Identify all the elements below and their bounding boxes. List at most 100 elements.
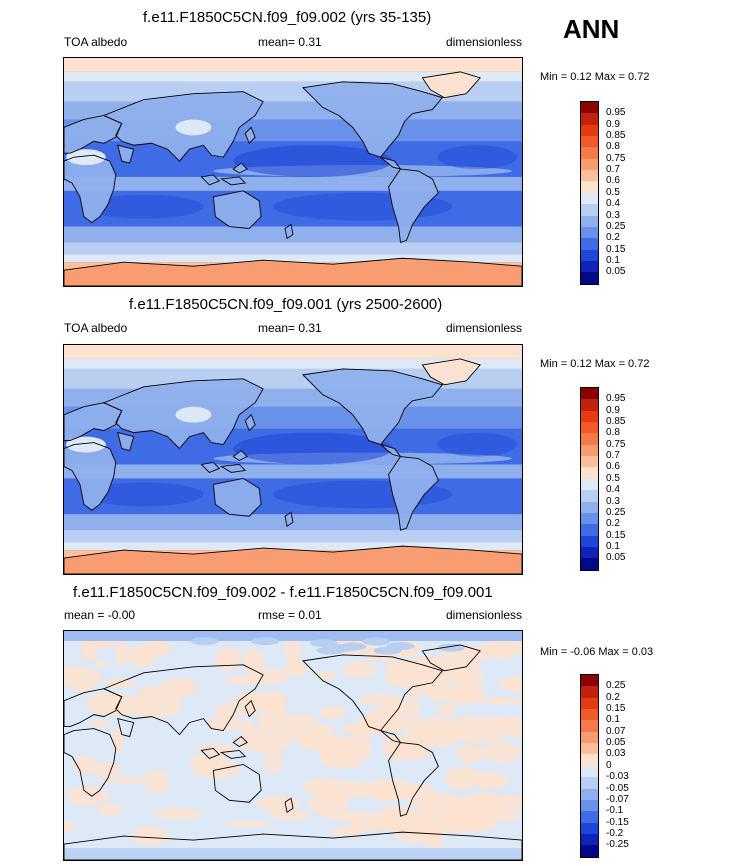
colorbar-swatch	[581, 260, 598, 273]
colorbar-tick-label: -0.03	[606, 771, 629, 783]
colorbar-tick-label: 0.25	[606, 506, 626, 518]
colorbar-tick-label: 0.6	[606, 461, 620, 473]
colorbar-swatch	[581, 720, 598, 733]
colorbar-swatch	[581, 410, 598, 423]
colorbar-swatch	[581, 444, 598, 457]
panel-2-units-label: dimensionless	[446, 321, 523, 335]
colorbar-swatch	[581, 238, 598, 251]
colorbar-tick-label: 0.3	[606, 209, 620, 221]
colorbar-tick-label: 0.7	[606, 450, 620, 462]
colorbar-swatch	[581, 113, 598, 126]
colorbar-tick-label: 0.05	[606, 737, 626, 749]
colorbar-tick-label: 0	[606, 759, 612, 771]
colorbar-tick-label: 0.9	[606, 118, 620, 130]
colorbar-tick-label: 0.3	[606, 495, 620, 507]
colorbar-swatch	[581, 799, 598, 812]
colorbar-swatch	[581, 501, 598, 514]
colorbar-swatch	[581, 102, 598, 114]
colorbar-tick-label: 0.4	[606, 198, 620, 210]
colorbar-swatch	[581, 170, 598, 182]
panel-1-title: f.e11.F1850C5CN.f09_f09.002 (yrs 35-135)	[143, 9, 432, 26]
colorbar-swatch	[581, 675, 598, 687]
colorbar-tick-label: 0.85	[606, 130, 626, 142]
colorbar-tick-label: 0.15	[606, 703, 626, 715]
colorbar-frame	[580, 387, 599, 571]
colorbar-frame	[580, 101, 599, 285]
colorbar-swatch	[581, 467, 598, 480]
colorbar-swatch	[581, 490, 598, 502]
colorbar-tick-label: 0.1	[606, 540, 620, 552]
colorbar-frame	[580, 674, 599, 858]
colorbar-swatch	[581, 272, 598, 285]
colorbar-swatch	[581, 686, 598, 699]
colorbar-swatch	[581, 777, 598, 789]
colorbar-tick-label: -0.2	[606, 827, 624, 839]
panel-3-units-label: dimensionless	[446, 608, 523, 622]
colorbar-tick-label: 0.07	[606, 725, 626, 737]
colorbar-swatch	[581, 422, 598, 434]
colorbar-swatch	[581, 731, 598, 744]
colorbar-swatch	[581, 433, 598, 446]
panel-1-mean-label: mean= 0.31	[258, 35, 322, 49]
colorbar-tick-label: 0.75	[606, 438, 626, 450]
colorbar-swatch	[581, 524, 598, 537]
colorbar-tick-label: 0.5	[606, 472, 620, 484]
colorbar-tick-label: -0.05	[606, 782, 629, 794]
season-label: ANN	[563, 14, 620, 44]
colorbar-tick-label: 0.2	[606, 691, 620, 703]
colorbar-swatch	[581, 249, 598, 262]
colorbar-swatch	[581, 512, 598, 525]
colorbar-tick-label: 0.15	[606, 529, 626, 541]
colorbar-tick-label: 0.2	[606, 232, 620, 244]
colorbar-swatch	[581, 822, 598, 835]
colorbar-tick-label: 0.8	[606, 427, 620, 439]
colorbar-tick-label: 0.5	[606, 186, 620, 198]
colorbar-swatch	[581, 124, 598, 137]
colorbar-tick-label: 0.03	[606, 748, 626, 760]
colorbar-swatch	[581, 388, 598, 400]
colorbar-tick-label: 0.6	[606, 175, 620, 187]
colorbar-swatch	[581, 546, 598, 559]
colorbar-swatch	[581, 215, 598, 228]
colorbar-tick-label: 0.1	[606, 254, 620, 266]
colorbar-tick-label: 0.05	[606, 266, 626, 278]
colorbar-swatch	[581, 754, 598, 767]
panel-1-units-label: dimensionless	[446, 35, 523, 49]
colorbar-swatch	[581, 535, 598, 548]
colorbar-tick-label: 0.95	[606, 393, 626, 405]
colorbar-tick-label: -0.1	[606, 805, 624, 817]
panel-3-mean-label: mean = -0.00	[64, 608, 136, 622]
colorbar-tick-label: 0.05	[606, 552, 626, 564]
panel-2-map	[63, 344, 523, 575]
colorbar-swatch	[581, 158, 598, 171]
colorbar-tick-label: 0.4	[606, 484, 620, 496]
colorbar-tick-label: 0.85	[606, 416, 626, 428]
colorbar-swatch	[581, 743, 598, 755]
colorbar-swatch	[581, 833, 598, 846]
colorbar-swatch	[581, 845, 598, 858]
colorbar-tick-label: 0.1	[606, 714, 620, 726]
colorbar-tick-label: 0.7	[606, 164, 620, 176]
colorbar-tick-label: -0.15	[606, 816, 629, 828]
colorbar-swatch	[581, 147, 598, 160]
panel-2-minmax: Min = 0.12 Max = 0.72	[540, 358, 650, 370]
colorbar-swatch	[581, 136, 598, 148]
colorbar-swatch	[581, 697, 598, 710]
colorbar-tick-label: 0.25	[606, 220, 626, 232]
colorbar-tick-label: -0.25	[606, 839, 629, 851]
panel-3-map	[63, 630, 523, 861]
panel-2-variable-label: TOA albedo	[64, 321, 128, 335]
panel-1-variable-label: TOA albedo	[64, 35, 128, 49]
colorbar-tick-label: 0.2	[606, 518, 620, 530]
colorbar-tick-label: 0.95	[606, 107, 626, 119]
colorbar-tick-label: 0.75	[606, 152, 626, 164]
colorbar-swatch	[581, 558, 598, 571]
panel-3-rmse-label: rmse = 0.01	[258, 608, 322, 622]
panel-3-title: f.e11.F1850C5CN.f09_f09.002 - f.e11.F185…	[73, 584, 493, 601]
colorbar-swatch	[581, 788, 598, 801]
panel-1-minmax: Min = 0.12 Max = 0.72	[540, 71, 650, 83]
panel-2-title: f.e11.F1850C5CN.f09_f09.001 (yrs 2500-26…	[129, 296, 443, 313]
panel-1-map	[63, 57, 523, 287]
colorbar-swatch	[581, 456, 598, 468]
colorbar-tick-label: 0.9	[606, 404, 620, 416]
